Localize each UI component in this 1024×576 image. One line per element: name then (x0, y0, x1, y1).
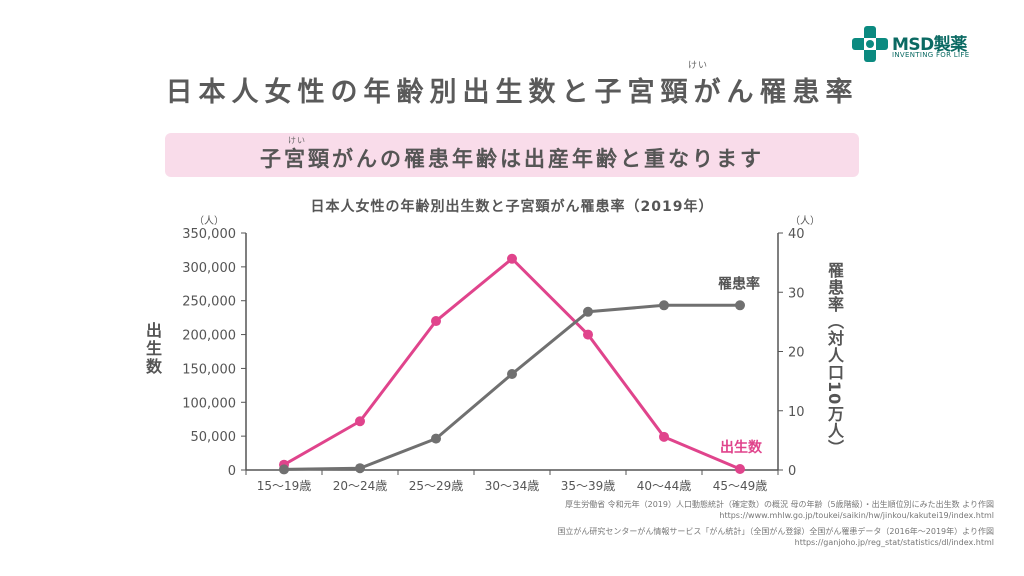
x-tick-label: 35～39歳 (561, 479, 616, 493)
data-point-incidence (583, 306, 593, 317)
left-tick-label: 0 (228, 464, 236, 479)
msd-logo-icon (852, 26, 888, 62)
data-point-incidence (431, 433, 441, 444)
right-tick-label: 30 (788, 286, 805, 301)
series-label: 罹患率 (718, 275, 760, 292)
right-tick-label: 40 (788, 227, 805, 242)
highlight-banner (165, 133, 859, 177)
left-tick-label: 100,000 (182, 396, 236, 411)
left-tick-label: 300,000 (182, 261, 236, 276)
chart-title: 日本人女性の年齢別出生数と子宮頸がん罹患率（2019年） (310, 199, 714, 215)
left-tick-label: 200,000 (182, 329, 236, 344)
banner-text: 子宮頸がんの罹患年齢は出産年齢と重なります (260, 147, 764, 171)
x-tick-label: 40～44歳 (637, 479, 692, 493)
right-axis-unit: （人） (790, 216, 820, 227)
x-tick-label: 30～34歳 (485, 479, 540, 493)
x-tick-label: 25～29歳 (409, 479, 464, 493)
data-point-births (355, 416, 365, 427)
data-point-births (735, 463, 745, 474)
title-ruby: けい (688, 61, 709, 71)
data-point-incidence (659, 300, 669, 311)
right-tick-label: 20 (788, 346, 805, 361)
left-tick-label: 150,000 (182, 362, 236, 377)
data-point-incidence (355, 463, 365, 474)
data-point-incidence (507, 369, 517, 380)
msd-logo: MSD製薬 INVENTING FOR LIFE (850, 26, 1000, 66)
logo-tagline: INVENTING FOR LIFE (892, 51, 970, 59)
left-tick-label: 350,000 (182, 227, 236, 242)
data-point-births (431, 316, 441, 327)
source-1: 厚生労働省 令和元年（2019）人口動態統計（確定数）の概況 母の年齢（5歳階級… (565, 500, 994, 509)
data-point-incidence (279, 464, 289, 475)
series-label: 出生数 (720, 439, 763, 456)
x-tick-label: 45～49歳 (713, 479, 768, 493)
banner-ruby: けい (288, 136, 306, 145)
left-axis-unit: （人） (194, 216, 224, 227)
source-2: 国立がん研究センターがん情報サービス「がん統計」（全国がん登録）全国がん罹患デー… (557, 527, 994, 536)
logo-brand: MSD製薬 (892, 35, 967, 55)
series-line-incidence (283, 303, 740, 471)
data-point-births (583, 329, 593, 340)
x-tick-label: 15～19歳 (257, 479, 312, 493)
right-tick-label: 10 (788, 405, 805, 420)
left-tick-label: 50,000 (191, 430, 237, 445)
page-title: 日本人女性の年齢別出生数と子宮頸がん罹患率 (165, 77, 859, 108)
data-point-births (507, 253, 517, 264)
x-tick-label: 20～24歳 (333, 479, 388, 493)
right-tick-label: 0 (788, 464, 796, 479)
right-axis-label: 罹患率（対人口10万人） (825, 262, 844, 457)
data-point-incidence (735, 300, 745, 311)
left-tick-label: 250,000 (182, 295, 236, 310)
source-2-url: https://ganjoho.jp/reg_stat/statistics/d… (794, 538, 994, 547)
source-1-url: https://www.mhlw.go.jp/toukei/saikin/hw/… (719, 511, 994, 520)
series-line-births (283, 257, 741, 471)
left-axis-label: 出生数 (143, 322, 162, 376)
data-point-births (659, 431, 669, 442)
